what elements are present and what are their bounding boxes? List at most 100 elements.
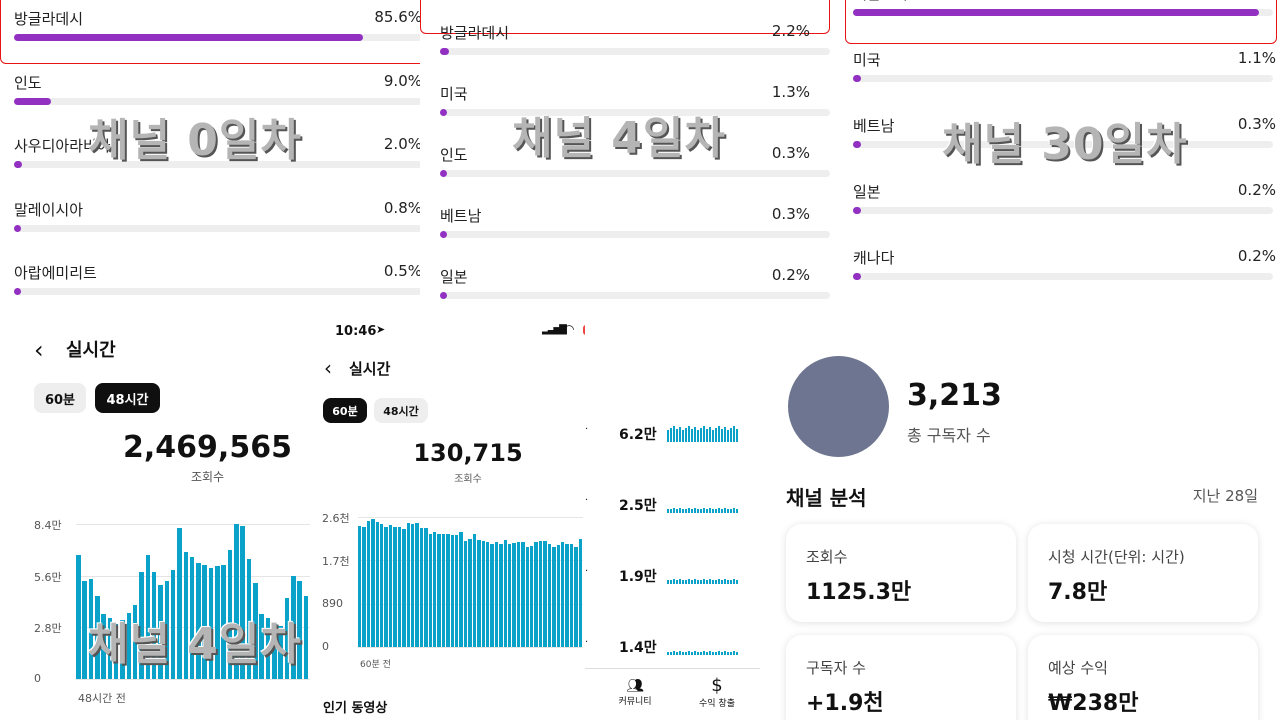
chip-48h[interactable]: 48시간	[374, 398, 428, 423]
video-list-strip: 👥︎ 커뮤니티 $ 수익 창출 6.2만 · 2.5만 · 1.9만 · 1.4만 ·	[585, 320, 760, 720]
card-value: ₩238만	[1048, 691, 1139, 716]
sparkline-bar	[685, 428, 687, 442]
chart-bar	[145, 555, 151, 679]
chart-bar	[291, 575, 296, 679]
chart-bar	[170, 570, 176, 679]
sparkline-bar	[730, 428, 732, 442]
chart-bar	[424, 528, 428, 647]
country-name: 대한민국	[853, 0, 908, 4]
progress-track	[440, 170, 830, 177]
progress-track	[853, 75, 1273, 82]
country-panel-day30: 대한민국 96.7 미국 1.1% 베트남 0.3% 일본 0.2% 캐나다 0.2%	[845, 0, 1280, 318]
signal-icon: ▂▃▅▇	[542, 324, 567, 335]
sparkline-bar	[733, 508, 735, 513]
chart-bar	[393, 527, 397, 647]
country-percent: 0.2%	[771, 266, 810, 284]
back-icon[interactable]: ‹	[324, 356, 332, 380]
sparkline-bar	[715, 651, 717, 655]
sparkline-bar	[676, 429, 678, 442]
country-percent: 2.0%	[383, 135, 422, 153]
nav-monetization[interactable]: $ 수익 창출	[687, 675, 747, 709]
country-name: 인도	[14, 73, 42, 92]
chart-bar	[503, 539, 508, 647]
battery-indicator: 15	[583, 325, 585, 335]
section-title: 인기 동영상	[323, 701, 388, 716]
card-revenue[interactable]: 예상 수익 ₩238만	[1028, 635, 1258, 720]
chart-bar	[512, 543, 516, 647]
sparkline-bar	[670, 508, 672, 513]
sparkline-bar	[724, 508, 726, 513]
chart-bar	[177, 527, 182, 679]
chart-bar	[234, 524, 239, 679]
sparkline-bar	[673, 579, 675, 584]
section-title: 채널 분석	[786, 486, 867, 510]
progress-fill	[14, 161, 23, 168]
sparkline-bar	[700, 508, 702, 513]
chart-bar	[158, 584, 163, 679]
chip-60min[interactable]: 60분	[34, 383, 86, 413]
overlay-day30: 채널 30일차	[942, 119, 1188, 170]
chart-bar	[433, 532, 437, 647]
sparkline-bar	[703, 426, 705, 442]
sparkline-bar	[691, 508, 693, 513]
chart-bar	[139, 571, 144, 679]
sparkline-bar	[724, 427, 726, 442]
country-name: 방글라데시	[14, 10, 84, 28]
chart-bar	[578, 538, 583, 647]
sparkline-bar	[682, 509, 684, 513]
progress-fill	[440, 109, 448, 116]
chart-bar	[459, 532, 463, 647]
back-icon[interactable]: ‹	[34, 336, 44, 364]
video-sparkline	[667, 651, 739, 655]
card-watch-time[interactable]: 시청 시간(단위: 시간) 7.8만	[1028, 524, 1258, 622]
chart-bar	[272, 623, 277, 679]
progress-track	[853, 273, 1273, 280]
sparkline-bar	[685, 579, 687, 584]
card-subscribers[interactable]: 구독자 수 +1.9천	[786, 635, 1016, 720]
chart-bar	[371, 518, 375, 647]
gridline	[76, 679, 310, 680]
view-count-label: 조회수	[454, 474, 482, 485]
sparkline-bar	[697, 509, 699, 513]
subscriber-count: 3,213	[907, 378, 1002, 413]
chart-bar	[227, 549, 233, 679]
chart-bar	[463, 540, 468, 647]
sparkline-bar	[667, 652, 669, 655]
sparkline-bar	[697, 652, 699, 655]
chart-bar	[120, 619, 125, 679]
chart-bar	[362, 526, 366, 647]
subscriber-label: 총 구독자 수	[907, 426, 991, 445]
avatar[interactable]	[788, 356, 889, 457]
view-count: 130,715	[413, 439, 523, 467]
chart-bar	[375, 522, 380, 647]
sparkline-bar	[727, 580, 729, 584]
sparkline-bar	[715, 579, 717, 584]
progress-track	[440, 292, 830, 299]
sparkline-bar	[670, 579, 672, 584]
nav-community[interactable]: 👥︎ 커뮤니티	[605, 678, 665, 707]
sparkline-bar	[673, 651, 675, 655]
card-views[interactable]: 조회수 1125.3만	[786, 524, 1016, 622]
sparkline-bar	[694, 508, 696, 513]
y-tick-label: 890	[322, 596, 343, 610]
period-label[interactable]: 지난 28일	[1192, 487, 1258, 505]
chart-bar	[380, 524, 384, 647]
chip-48h[interactable]: 48시간	[95, 383, 160, 413]
chart-bar	[419, 528, 424, 647]
progress-track	[14, 97, 422, 105]
progress-track	[14, 288, 422, 295]
chart-bar	[278, 625, 283, 679]
chip-60min[interactable]: 60분	[323, 398, 367, 423]
chart-bar	[101, 614, 106, 679]
sparkline-bar	[715, 508, 717, 513]
chart-bar	[259, 614, 264, 679]
country-name: 일본	[440, 268, 468, 286]
chart-bar	[428, 533, 433, 647]
sparkline-bar	[736, 508, 738, 513]
chart-bar	[410, 524, 415, 647]
country-percent: 96.7	[1243, 0, 1276, 1]
video-sparkline	[667, 579, 739, 584]
overlay-day0: 채널 0일차	[88, 115, 302, 166]
progress-fill	[440, 170, 448, 177]
chart-bar	[253, 583, 258, 679]
